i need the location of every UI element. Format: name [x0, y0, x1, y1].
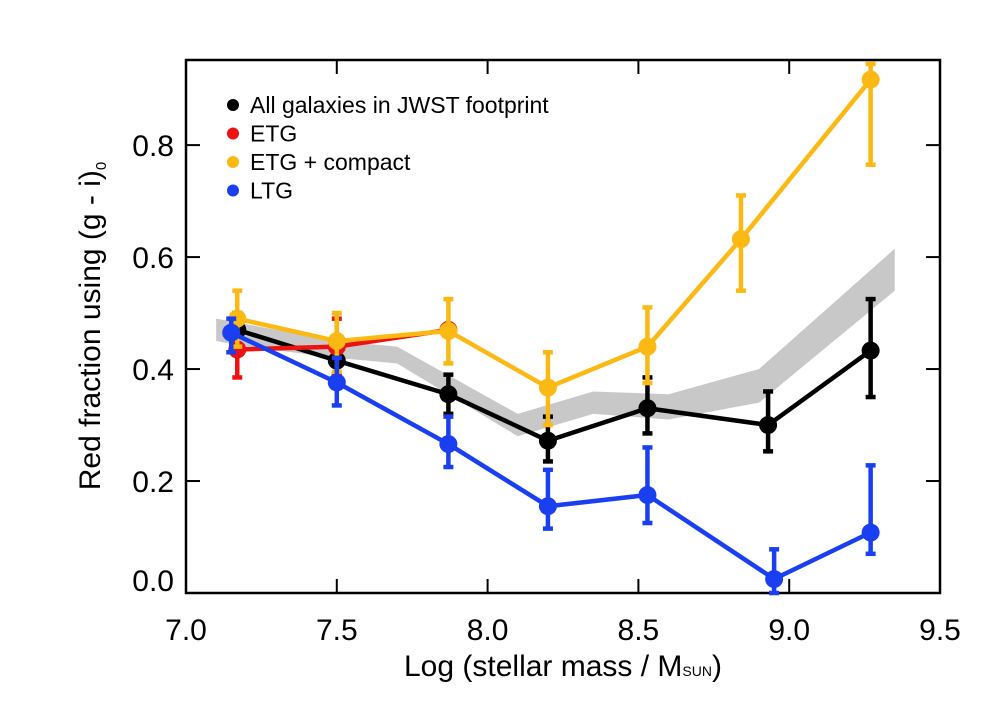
y-axis-label: Red fraction using (g - i)0 [74, 162, 110, 490]
x-tick-label: 9.0 [768, 614, 810, 647]
data-point [861, 70, 880, 89]
data-point [638, 337, 657, 356]
legend-label: ETG + compact [250, 149, 411, 175]
legend-marker [227, 99, 239, 111]
x-label-end: ) [712, 650, 722, 683]
x-label-main: Log (stellar mass / M [404, 650, 682, 683]
data-point [327, 332, 346, 351]
data-point [538, 497, 557, 516]
x-tick-label: 9.5 [919, 614, 961, 647]
data-point [439, 435, 458, 454]
x-tick-label: 7.0 [165, 614, 207, 647]
y-label-sub: 0 [93, 162, 110, 170]
data-point [538, 431, 557, 450]
y-tick-label: 0.0 [132, 565, 174, 598]
data-point [439, 321, 458, 340]
y-tick-label: 0.6 [132, 242, 174, 275]
range-band [216, 248, 895, 437]
data-point [222, 323, 241, 342]
legend-label: LTG [250, 178, 293, 204]
data-point [638, 399, 657, 418]
legend-marker [227, 127, 239, 140]
legend-marker [227, 156, 239, 168]
y-label-main: Red fraction using (g - i) [74, 170, 107, 490]
data-point [861, 523, 880, 542]
data-point [861, 341, 880, 360]
data-point [759, 416, 778, 435]
x-tick-label: 7.5 [316, 614, 358, 647]
data-point [765, 570, 784, 589]
plot-frame [184, 58, 942, 595]
data-point [538, 378, 557, 397]
y-tick-label: 0.2 [132, 466, 174, 499]
y-tick-label: 0.8 [132, 130, 174, 163]
x-label-sub: SUN [682, 663, 712, 679]
y-tick-label: 0.4 [132, 354, 174, 387]
data-point [731, 230, 750, 249]
x-tick-label: 8.0 [467, 614, 509, 647]
data-point [327, 373, 346, 392]
x-tick-label: 8.5 [618, 614, 660, 647]
legend-marker [227, 184, 239, 197]
data-point [638, 486, 657, 505]
data-point [439, 385, 458, 404]
legend-label: All galaxies in JWST footprint [250, 92, 549, 118]
x-axis-label: Log (stellar mass / MSUN) [404, 650, 722, 683]
legend-label: ETG [250, 121, 297, 147]
